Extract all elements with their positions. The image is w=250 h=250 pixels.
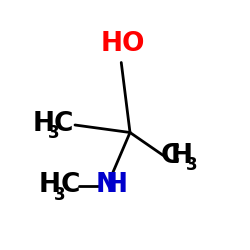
Text: 3: 3 (48, 124, 60, 142)
Text: C: C (160, 143, 180, 169)
Text: HO: HO (100, 31, 145, 57)
Text: C: C (54, 111, 74, 137)
Text: H: H (170, 143, 192, 169)
Text: H: H (33, 111, 55, 137)
Text: N: N (95, 172, 117, 199)
Text: H: H (106, 172, 128, 199)
Text: 3: 3 (186, 156, 197, 174)
Text: H: H (39, 172, 61, 199)
Text: C: C (60, 172, 80, 199)
Text: 3: 3 (54, 186, 66, 204)
